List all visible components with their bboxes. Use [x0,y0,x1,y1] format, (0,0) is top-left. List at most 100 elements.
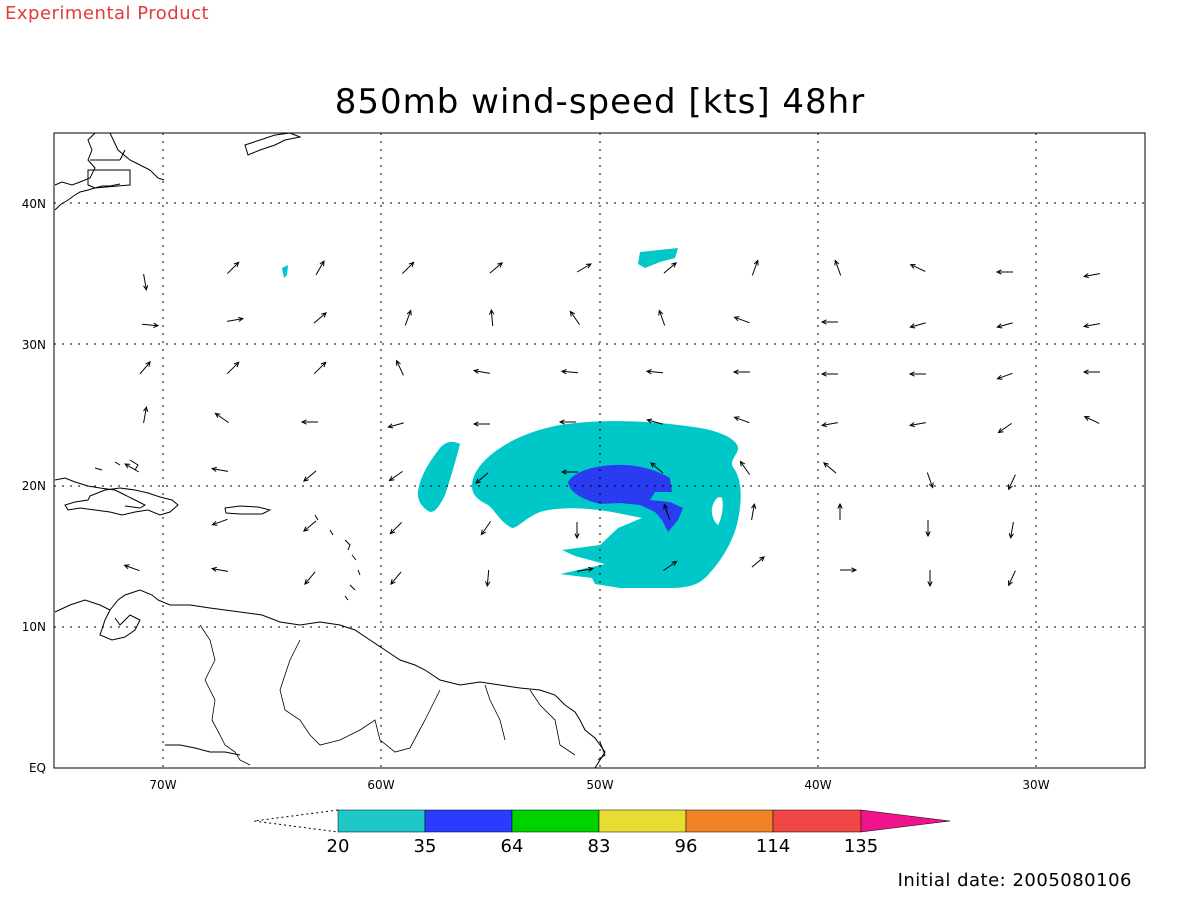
wind-arrow [820,422,838,428]
wind-arrow [143,274,149,292]
wind-arrow [576,263,592,273]
wind-shading-20-35-west [417,441,460,512]
wind-arrow [226,261,240,275]
wind-arrow [646,418,663,425]
wind-arrow [124,463,140,473]
wind-vectors [123,259,1100,588]
wind-arrow [1082,273,1100,279]
wind-arrow [645,369,664,375]
wind-arrow [925,520,931,538]
y-tick-labels: 40N 30N 20N 10N EQ [22,197,46,775]
wind-arrow [751,259,759,276]
wind-arrow [823,462,837,474]
wind-arrow [387,422,404,429]
wind-arrow [472,421,490,427]
x-tick-label: 70W [149,778,176,792]
initial-date: Initial date: 2005080106 [897,870,1132,891]
wind-arrow [214,412,229,424]
map-title: 850mb wind-speed [kts] 48hr [334,82,866,122]
y-tick-label: 40N [22,197,46,211]
wind-arrow [909,322,926,329]
wind-arrow [313,361,327,375]
wind-arrow [211,518,228,526]
wind-arrow [226,361,240,375]
x-tick-label: 50W [586,778,613,792]
wind-arrow [1083,416,1100,424]
wind-arrow [658,309,666,326]
wind-arrow [733,316,750,324]
wind-arrow [139,361,151,375]
wind-arrow [143,405,149,423]
wind-arrow [840,567,858,573]
wind-shading-20-35-main [472,421,741,588]
colorbar-label: 20 [327,836,350,857]
colorbar-boxes [337,809,862,833]
wind-arrow [300,419,318,425]
colorbar-label: 135 [844,836,878,857]
wind-arrow [141,322,160,328]
y-tick-label: 30N [22,338,46,352]
wind-arrow [227,316,245,322]
wind-shading-hole [711,497,723,525]
wind-arrow [1008,570,1016,587]
wind-arrow [123,564,140,572]
colorbar-box [424,809,513,833]
wind-arrow [751,556,765,568]
colorbar-box [772,809,862,833]
wind-arrow [480,521,492,536]
wind-arrow [908,422,926,428]
wind-arrow [650,462,664,474]
colorbar-right-triangle [860,809,951,833]
wind-arrow [558,419,576,425]
wind-arrow [908,371,926,377]
y-tick-label: EQ [29,761,46,775]
wind-arrow [475,472,489,484]
wind-arrow [834,259,842,276]
wind-arrow [1082,369,1100,375]
colorbar-label: 114 [756,836,790,857]
wind-arrow [909,264,926,272]
wind-arrow [315,260,325,276]
wind-arrow [472,368,490,374]
wind-arrow [404,309,412,326]
colorbar-box [511,809,600,833]
x-tick-label: 60W [367,778,394,792]
wind-arrow [997,422,1012,434]
wind-arrow [389,521,403,535]
wind-arrow [210,466,228,472]
wind-arrow [820,319,838,325]
x-tick-labels: 70W 60W 50W 40W 30W [149,778,1049,792]
wind-arrow [313,312,327,324]
wind-arrow [996,372,1013,380]
wind-arrow [739,460,751,475]
wind-arrow [663,560,678,572]
wind-arrow [304,571,316,585]
wind-arrow [390,571,402,585]
colorbar-box [685,809,774,833]
wind-shading [282,248,741,588]
colorbar-label: 83 [588,836,611,857]
colorbar-label: 35 [414,836,437,857]
wind-arrow [1008,522,1014,540]
wind-arrow [751,502,757,520]
wind-arrow [303,470,317,482]
colorbar-label: 64 [501,836,524,857]
experimental-product-label: Experimental Product [5,3,210,24]
wind-arrow [663,503,671,520]
x-tick-label: 30W [1022,778,1049,792]
wind-arrow [574,522,580,540]
wind-arrow [1008,474,1016,491]
colorbar-label: 96 [675,836,698,857]
wind-arrow [485,569,491,588]
wind-arrow [303,520,317,532]
gridlines [54,133,1145,768]
wind-shading-20-35-north [638,248,678,268]
wind-arrow [1082,323,1100,329]
wind-arrow [489,308,495,327]
wind-arrow [577,566,595,572]
wind-arrow [569,310,581,325]
wind-arrow [560,469,578,475]
wind-arrow [837,502,843,520]
wind-shading-20-35-small [282,265,288,278]
